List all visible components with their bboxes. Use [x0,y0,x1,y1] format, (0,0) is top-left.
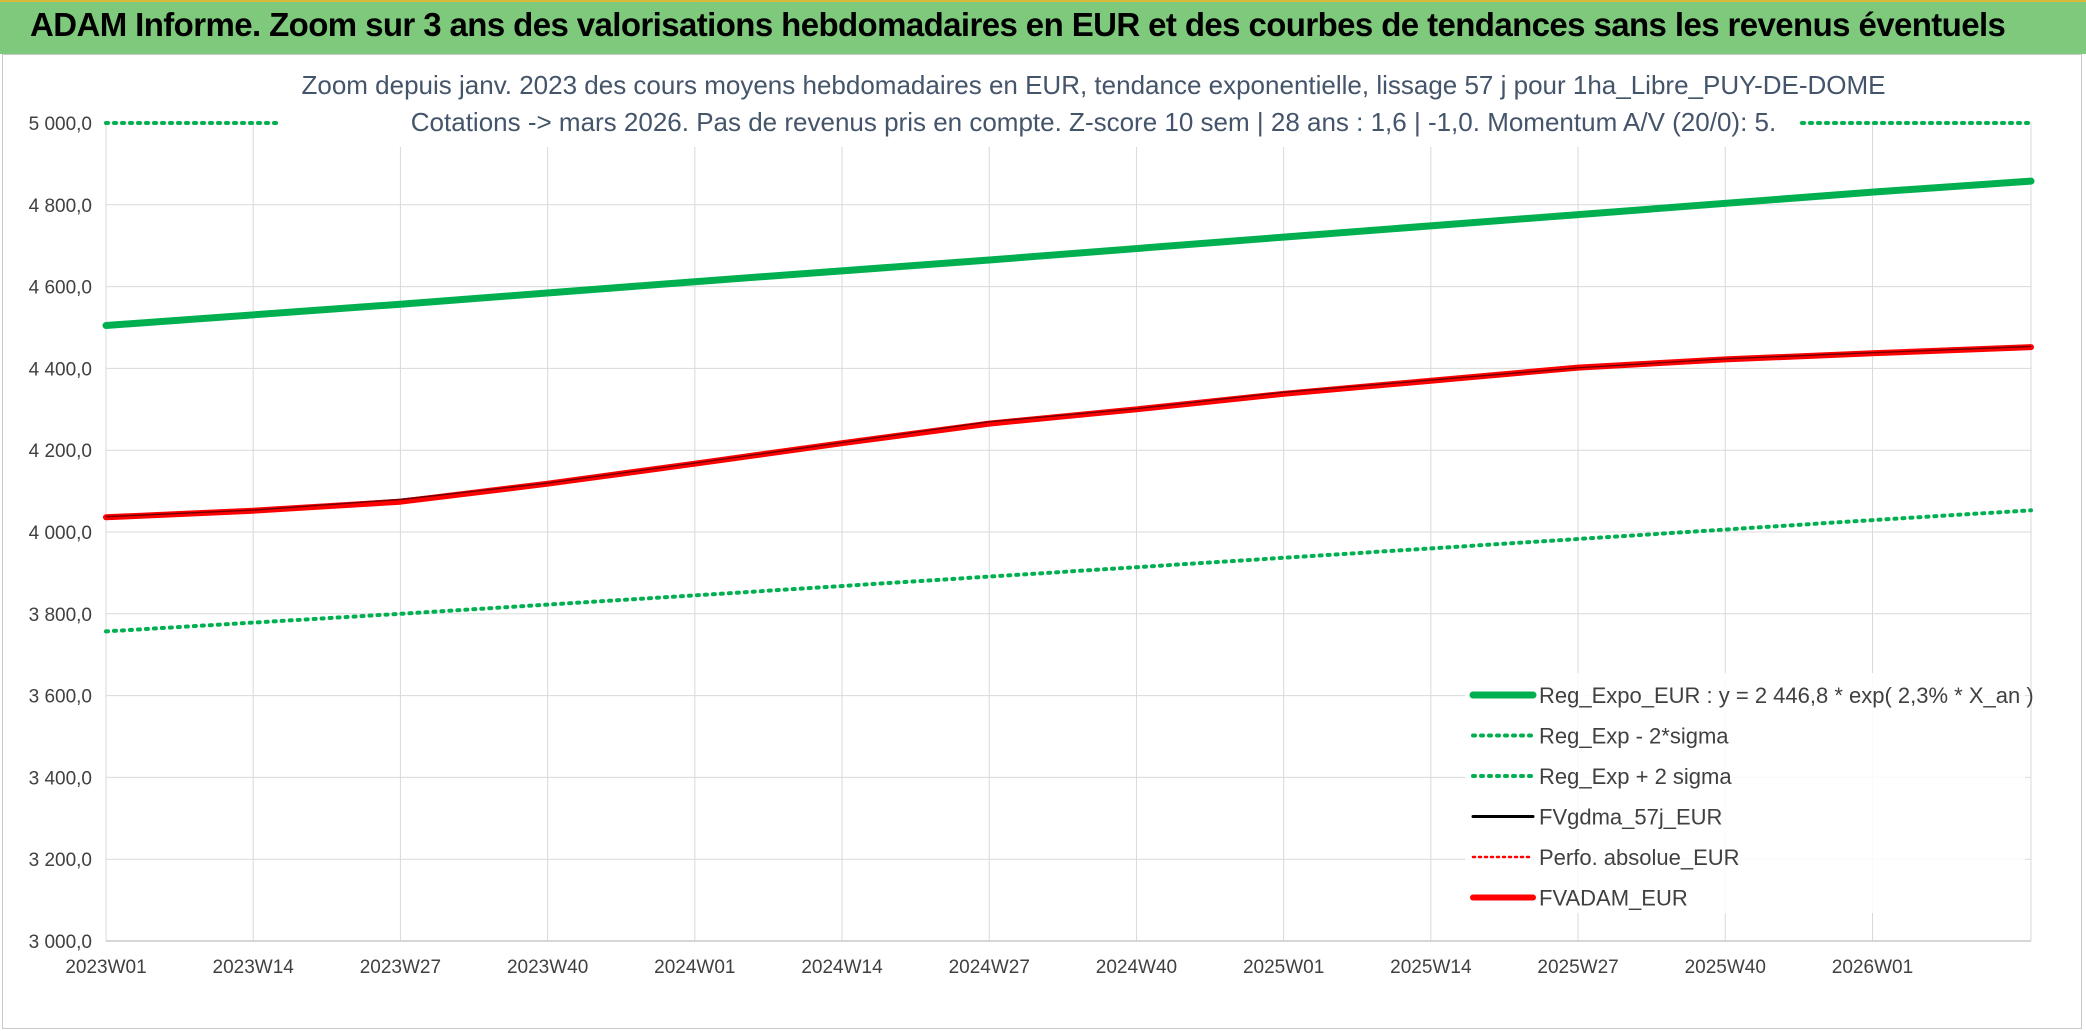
y-tick-label: 3 000,0 [29,932,92,953]
line-chart: 3 000,0 3 200,0 3 400,0 3 600,0 3 800,0 4 000… [29,63,2035,978]
report-banner: ADAM Informe. Zoom sur 3 ans des valoris… [0,0,2086,54]
series-line-overlay [105,345,2032,518]
x-tick-label: 2024W01 [654,957,735,978]
banner-title: ADAM Informe. Zoom sur 3 ans des valoris… [30,6,2006,43]
y-tick-label: 3 800,0 [29,605,92,626]
x-tick-label: 2024W40 [1096,957,1177,978]
x-tick-label: 2023W27 [360,957,441,978]
legend-label: Perfo. absolue_EUR [1539,845,1740,870]
series-line-3 [104,345,2033,519]
series-line-1 [104,508,2033,634]
y-tick-label: 4 000,0 [29,523,92,544]
legend-label: Reg_Expo_EUR : y = 2 446,8 * exp( 2,3% *… [1539,683,2034,708]
x-tick-label: 2025W01 [1243,957,1324,978]
y-tick-label: 3 200,0 [29,850,92,871]
y-tick-label: 4 600,0 [29,278,92,299]
x-tick-label: 2024W27 [949,957,1030,978]
series-line-0 [102,177,2035,329]
x-tick-label: 2024W14 [801,957,883,978]
legend-label: FVgdma_57j_EUR [1539,805,1722,830]
x-tick-label: 2026W01 [1832,957,1913,978]
chart-area: 3 000,0 3 200,0 3 400,0 3 600,0 3 800,0 4 000… [2,54,2082,1029]
x-tick-label: 2025W40 [1685,957,1766,978]
x-tick-label: 2023W14 [213,957,295,978]
title-background [278,63,1798,147]
series-line-5 [103,344,2034,521]
legend-label: Reg_Exp - 2*sigma [1539,724,1729,749]
x-tick-label: 2023W40 [507,957,588,978]
y-tick-label: 4 800,0 [29,196,92,217]
legend-label: Reg_Exp + 2 sigma [1539,764,1732,789]
legend-background [1465,673,2025,913]
series-line-4 [104,345,2033,519]
x-tick-label: 2025W27 [1537,957,1618,978]
chart-title-line: Cotations -> mars 2026. Pas de revenus p… [411,107,1776,137]
x-tick-label: 2025W14 [1390,957,1472,978]
y-tick-label: 4 200,0 [29,441,92,462]
legend-label: FVADAM_EUR [1539,886,1688,911]
x-tick-label: 2023W01 [65,957,146,978]
y-tick-label: 5 000,0 [29,114,92,135]
y-tick-label: 3 600,0 [29,687,92,708]
y-tick-label: 4 400,0 [29,359,92,380]
y-tick-label: 3 400,0 [29,768,92,789]
chart-title-line: Zoom depuis janv. 2023 des cours moyens … [301,70,1885,100]
